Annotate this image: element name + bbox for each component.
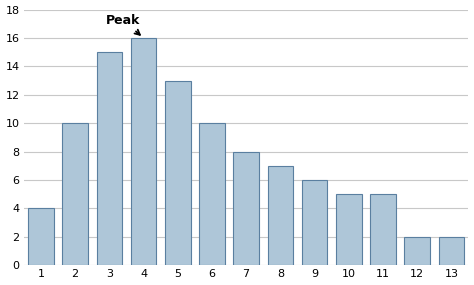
Bar [199,123,225,265]
Bar [370,194,396,265]
Bar [267,166,293,265]
Bar [233,152,259,265]
Bar [336,194,362,265]
Bar [62,123,88,265]
Bar [165,81,191,265]
Bar [302,180,328,265]
Bar [131,38,156,265]
Text: Peak: Peak [106,14,140,35]
Bar [438,237,464,265]
Bar [28,208,54,265]
Bar [404,237,430,265]
Bar [97,52,122,265]
